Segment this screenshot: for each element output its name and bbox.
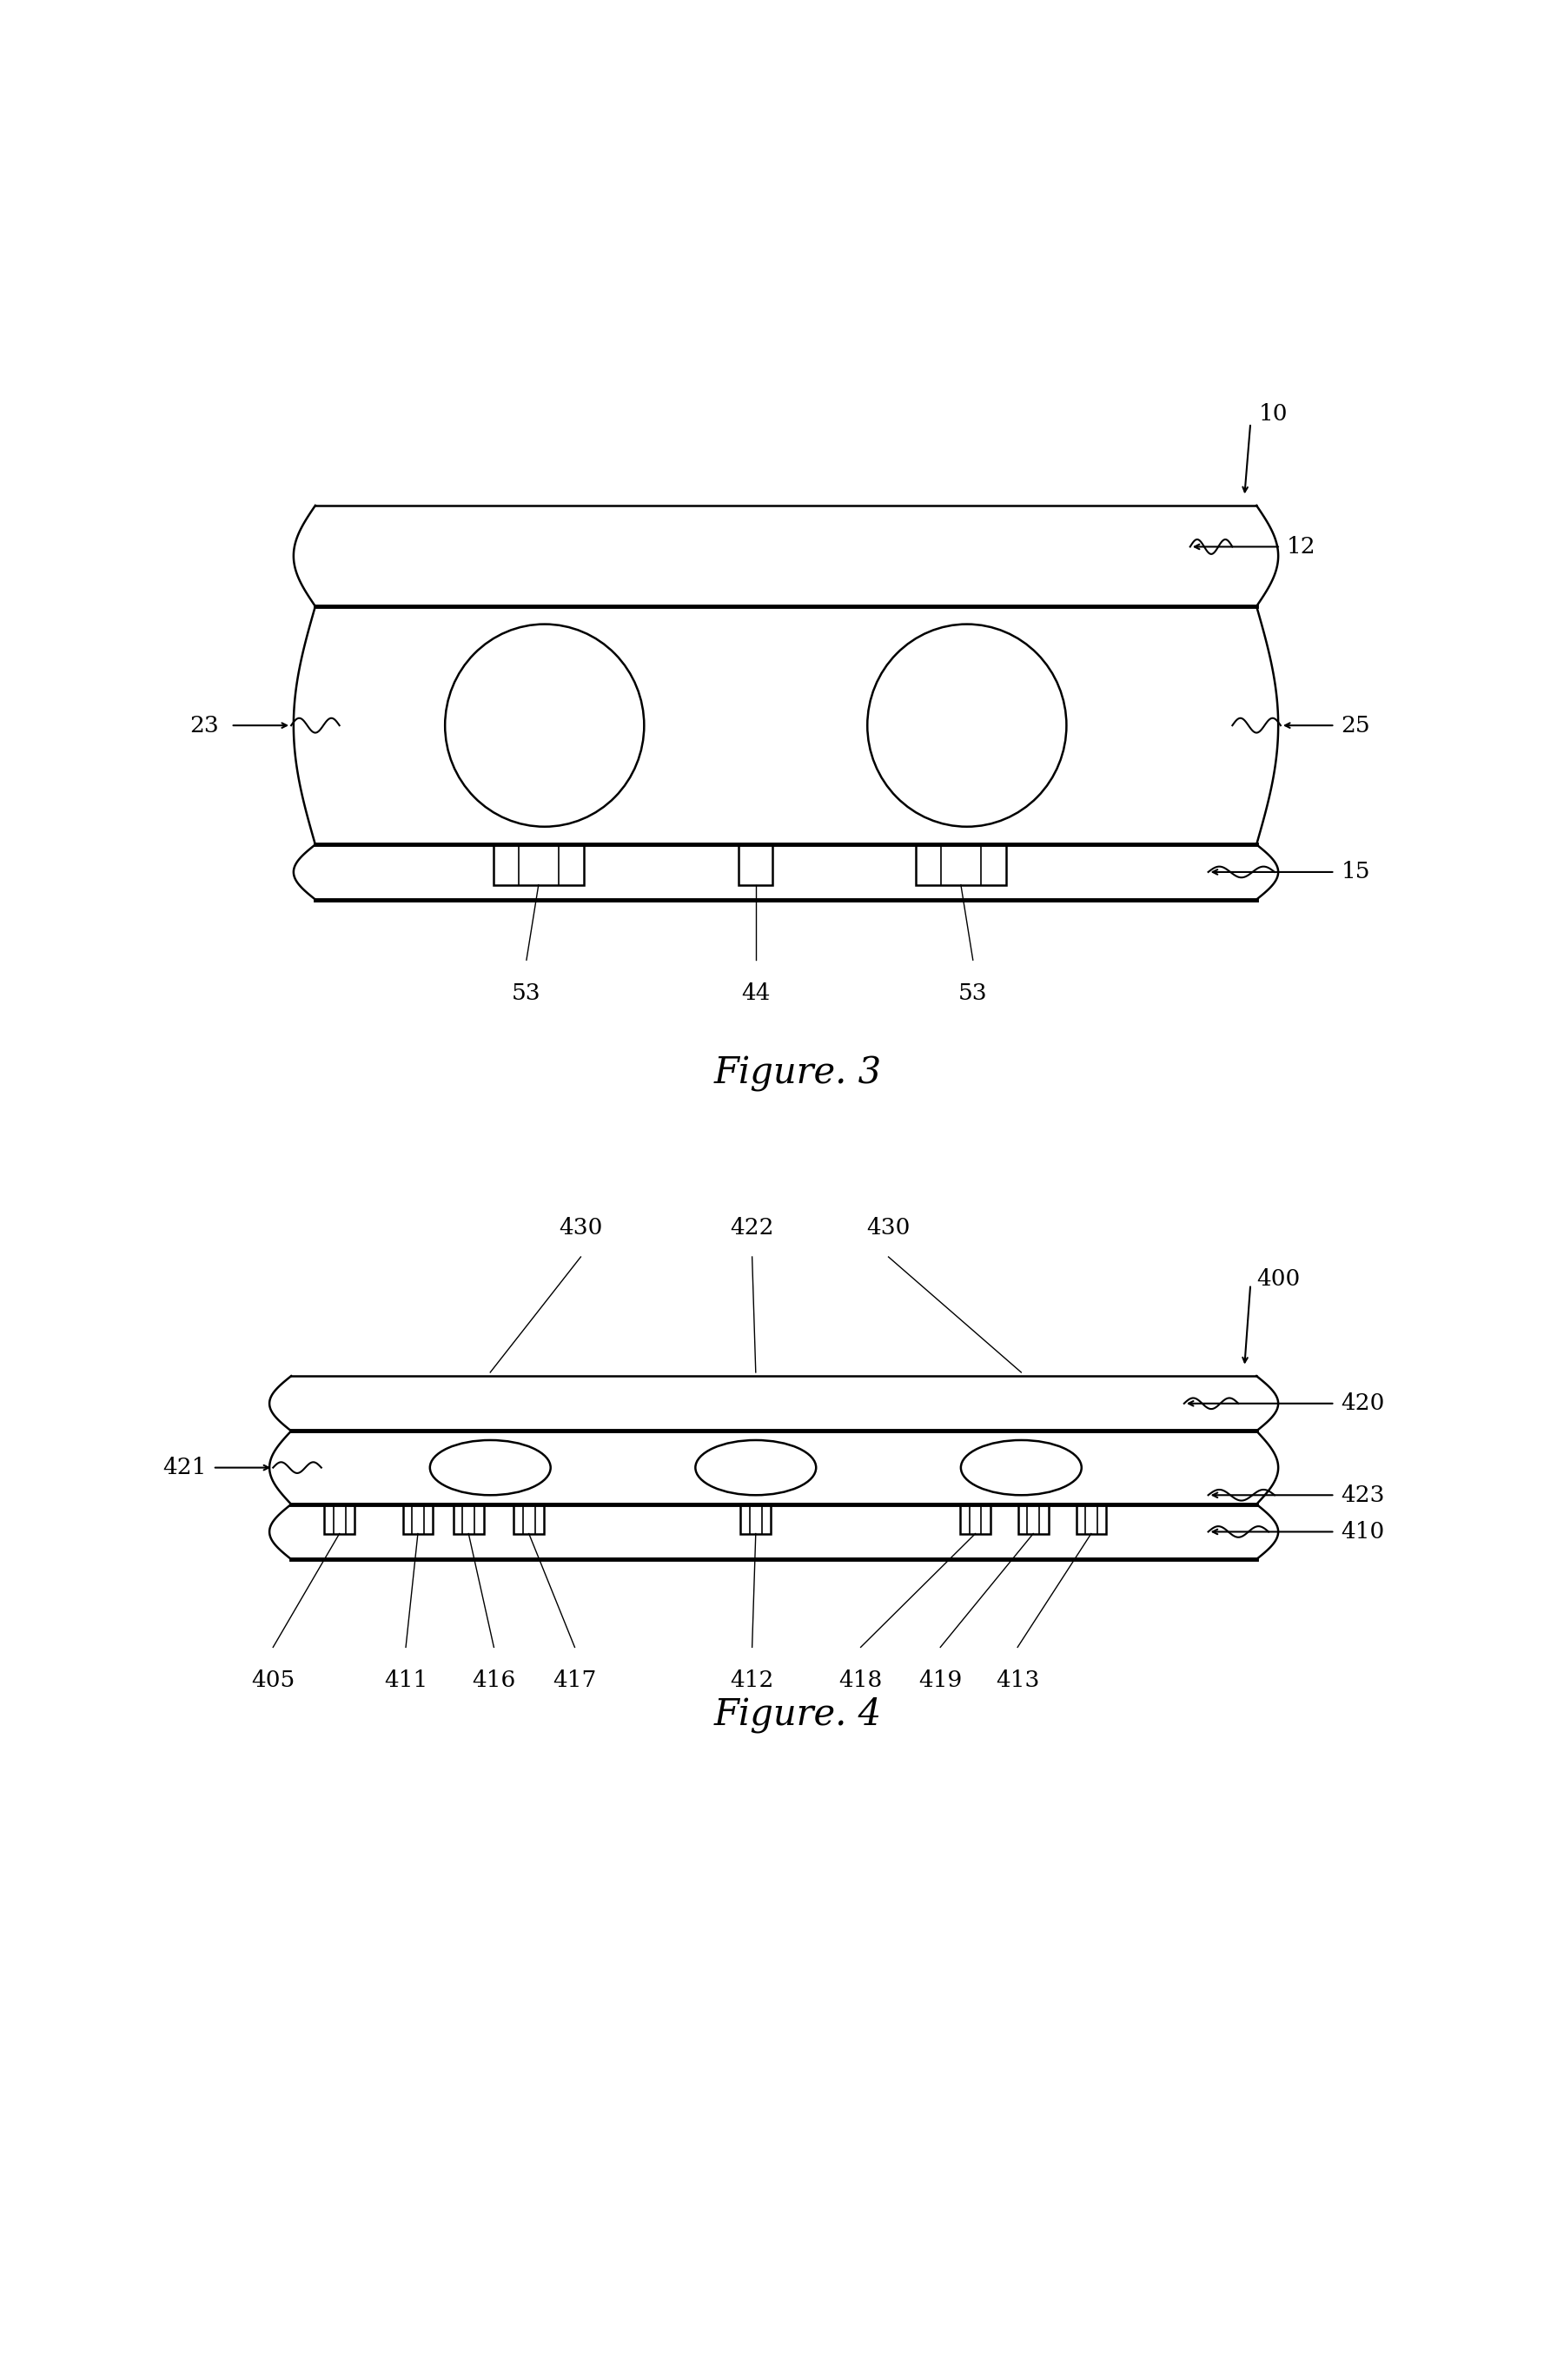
- Bar: [1076, 1504, 1107, 1533]
- Text: 412: 412: [730, 1668, 774, 1690]
- Bar: [514, 1504, 543, 1533]
- Text: 12: 12: [1286, 536, 1316, 557]
- Text: 53: 53: [958, 983, 987, 1004]
- Bar: [916, 845, 1006, 885]
- Text: 413: 413: [995, 1668, 1040, 1690]
- Bar: [961, 1504, 990, 1533]
- Text: 15: 15: [1341, 862, 1370, 883]
- Bar: [403, 1504, 433, 1533]
- Text: 418: 418: [839, 1668, 883, 1690]
- Text: 430: 430: [867, 1216, 911, 1238]
- Bar: [1018, 1504, 1048, 1533]
- Text: 10: 10: [1260, 402, 1288, 424]
- Bar: [741, 1504, 771, 1533]
- Text: 417: 417: [553, 1668, 596, 1690]
- Text: 400: 400: [1256, 1269, 1300, 1290]
- Text: Figure. 4: Figure. 4: [715, 1697, 881, 1733]
- Bar: [494, 845, 584, 885]
- Text: 420: 420: [1341, 1392, 1384, 1414]
- Text: 430: 430: [559, 1216, 603, 1238]
- Text: 416: 416: [472, 1668, 515, 1690]
- Bar: [453, 1504, 484, 1533]
- Bar: [324, 1504, 355, 1533]
- Text: 411: 411: [385, 1668, 428, 1690]
- Text: 44: 44: [741, 983, 771, 1004]
- Bar: [740, 845, 772, 885]
- Text: 405: 405: [251, 1668, 294, 1690]
- Text: 423: 423: [1341, 1485, 1384, 1507]
- Text: 422: 422: [730, 1216, 774, 1238]
- Text: 410: 410: [1341, 1521, 1384, 1542]
- Text: 421: 421: [163, 1457, 207, 1478]
- Text: Figure. 3: Figure. 3: [715, 1054, 881, 1092]
- Text: 53: 53: [512, 983, 542, 1004]
- Text: 25: 25: [1341, 714, 1370, 735]
- Text: 23: 23: [190, 714, 218, 735]
- Text: 419: 419: [919, 1668, 962, 1690]
